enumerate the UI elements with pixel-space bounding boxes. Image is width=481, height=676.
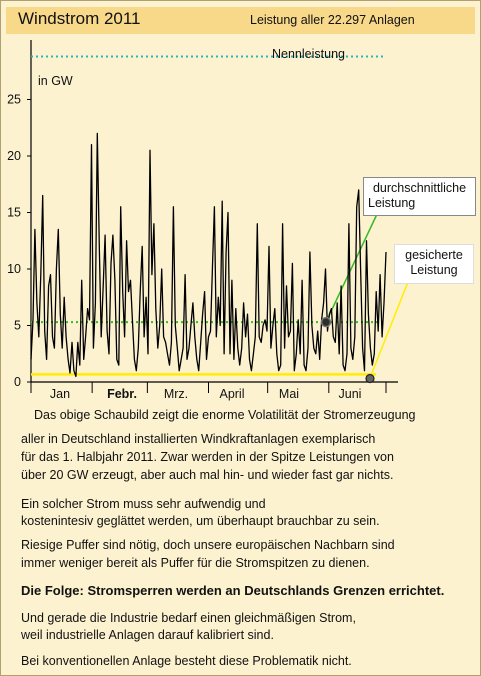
y-tick-label: 15 (7, 206, 21, 220)
chart-subtitle: Leistung aller 22.297 Anlagen (250, 13, 415, 27)
secured-callout-line-2: Leistung (410, 263, 458, 277)
average-callout-line-1: durchschnittliche (372, 181, 467, 195)
average-marker (320, 316, 332, 328)
chart-axes: 0 5 10 15 20 25 Jan Febr. Mrz. April Mai Juni (7, 40, 398, 401)
x-tick-label: Jan (50, 387, 70, 401)
y-tick-label: 25 (7, 93, 21, 107)
chart-series (30, 132, 387, 378)
reference-lines (31, 55, 409, 379)
chart-header-bar (6, 7, 475, 34)
y-tick-label: 20 (7, 149, 21, 163)
average-power-callout: durchschnittliche Leistung (363, 177, 476, 216)
x-tick-label: April (219, 387, 244, 401)
secured-callout-connector (369, 281, 409, 379)
average-callout-connector (325, 211, 379, 323)
y-axis-label: in GW (38, 74, 73, 88)
wind-power-series-line (30, 132, 387, 378)
average-callout-line-2: Leistung (368, 196, 416, 210)
x-tick-label: Mrz. (164, 387, 188, 401)
x-tick-label: Febr. (107, 387, 137, 401)
x-tick-label: Juni (339, 387, 362, 401)
secured-marker (365, 373, 375, 384)
y-tick-label: 0 (14, 375, 21, 389)
x-tick-label: Mai (279, 387, 299, 401)
y-tick-label: 10 (7, 262, 21, 276)
chart-title: Windstrom 2011 (18, 9, 141, 28)
nennleistung-label: Nennleistung (272, 47, 345, 61)
secured-power-callout: gesicherte Leistung (394, 244, 474, 284)
y-tick-label: 5 (14, 319, 21, 333)
secured-callout-line-1: gesicherte (405, 248, 463, 262)
chart-markers (320, 316, 375, 384)
